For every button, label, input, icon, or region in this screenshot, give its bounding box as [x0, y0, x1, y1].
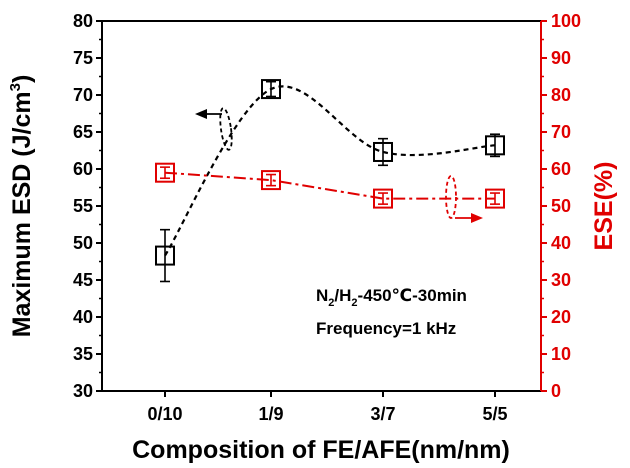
left-tick-label: 40 — [73, 307, 93, 327]
esd-series-line — [164, 85, 496, 257]
x-axis-ticks: 0/10 1/9 3/7 5/5 — [147, 391, 508, 424]
left-axis-ticks: 30 35 40 45 50 55 60 65 70 75 80 — [73, 11, 102, 401]
data-point-marker — [485, 188, 505, 209]
data-point-marker — [155, 245, 175, 266]
left-tick-label: 60 — [73, 159, 93, 179]
left-axis-indicator — [195, 107, 233, 151]
right-tick-label: 0 — [551, 381, 561, 401]
left-tick-label: 80 — [73, 11, 93, 31]
right-tick-label: 10 — [551, 344, 571, 364]
left-tick-label: 75 — [73, 48, 93, 68]
right-tick-label: 70 — [551, 122, 571, 142]
ese-series-points — [155, 162, 505, 209]
data-point-marker — [373, 188, 393, 209]
data-point-marker — [485, 135, 505, 156]
right-tick-label: 80 — [551, 85, 571, 105]
right-axis-title: ESE(%) — [590, 162, 618, 251]
right-tick-label: 50 — [551, 196, 571, 216]
left-tick-label: 55 — [73, 196, 93, 216]
frequency-annotation: Frequency=1 kHz — [316, 319, 456, 338]
x-axis-title: Composition of FE/AFE(nm/nm) — [132, 436, 510, 464]
data-point-marker — [373, 141, 393, 162]
left-tick-label: 45 — [73, 270, 93, 290]
left-tick-label: 35 — [73, 344, 93, 364]
x-tick-label: 1/9 — [258, 404, 283, 424]
right-tick-label: 90 — [551, 48, 571, 68]
left-tick-label: 70 — [73, 85, 93, 105]
left-tick-label: 65 — [73, 122, 93, 142]
left-axis-title: Maximum ESD (J/cm3) — [7, 75, 36, 338]
data-point-marker — [261, 170, 281, 191]
right-tick-label: 20 — [551, 307, 571, 327]
ese-series-line — [164, 171, 495, 200]
left-tick-label: 50 — [73, 233, 93, 253]
data-point-marker — [155, 162, 175, 183]
x-tick-label: 3/7 — [370, 404, 395, 424]
right-tick-label: 30 — [551, 270, 571, 290]
right-tick-label: 40 — [551, 233, 571, 253]
right-tick-label: 60 — [551, 159, 571, 179]
condition-annotation: N2/H2-450℃-30min — [316, 286, 467, 309]
right-axis-indicator — [445, 175, 483, 223]
x-tick-label: 0/10 — [147, 404, 182, 424]
x-tick-label: 5/5 — [482, 404, 507, 424]
esd-series-points — [155, 79, 505, 283]
left-tick-label: 30 — [73, 381, 93, 401]
right-axis-ticks: 0 10 20 30 40 50 60 70 80 90 100 — [541, 11, 581, 401]
data-point-marker — [261, 79, 281, 100]
right-tick-label: 100 — [551, 11, 581, 31]
